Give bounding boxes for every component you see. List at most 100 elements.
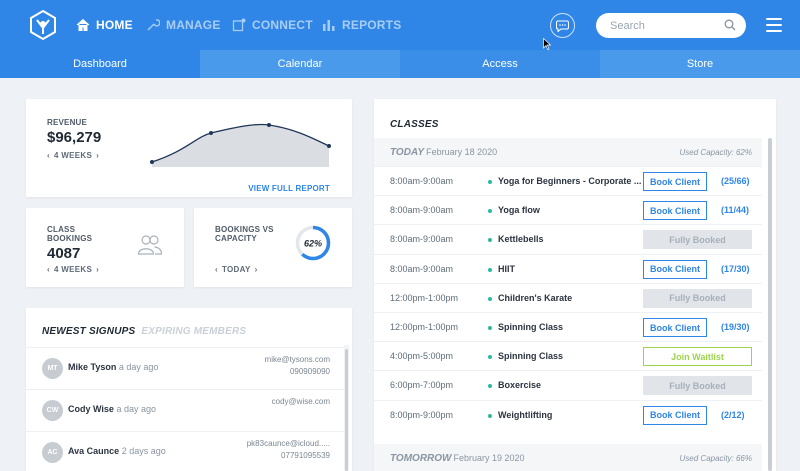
join-waitlist-button[interactable]: Join Waitlist [643,347,752,367]
mouse-cursor-icon [543,38,551,50]
class-time: 8:00am-9:00am [390,176,454,186]
nav-connect-label: CONNECT [252,18,313,32]
nav-connect[interactable]: CONNECT [232,0,313,50]
chevron-right-icon[interactable]: › [254,265,258,274]
signup-contact: cody@wise.com [271,397,330,406]
capacity-period-selector[interactable]: ‹ TODAY › [215,265,258,274]
section-tabs: Dashboard Calendar Access Store [0,50,800,78]
class-bookings-value: 4087 [47,245,81,262]
avatar: CW [42,400,63,421]
chat-button[interactable] [550,13,575,38]
status-dot-icon [488,384,492,389]
capacity-label-2: CAPACITY [215,234,257,243]
view-full-report-link[interactable]: VIEW FULL REPORT [248,184,330,193]
fully-booked-button: Fully Booked [643,230,752,250]
capacity-period: TODAY [221,265,251,274]
class-name: HIIT [498,263,515,274]
tab-store[interactable]: Store [600,50,800,78]
avatar: AC [42,442,63,463]
users-icon [137,235,163,255]
nav-manage[interactable]: MANAGE [146,0,221,50]
nav-home-label: HOME [96,18,133,32]
tab-access[interactable]: Access [400,50,600,78]
chevron-right-icon[interactable]: › [96,151,100,160]
tomorrow-header: TOMORROW February 19 2020 Used Capacity: … [374,444,762,471]
capacity-donut: 62% [295,225,331,261]
signup-row[interactable]: AC Ava Caunce 2 days ago pk83caunce@iclo… [26,431,344,467]
classes-title: CLASSES [390,119,439,130]
class-row: 8:00am-9:00am Yoga for Beginners - Corpor… [374,166,762,195]
book-client-button[interactable]: Book Client [643,172,707,191]
today-capacity: Used Capacity: 62% [679,148,752,157]
signup-name: Ava Caunce 2 days ago [68,446,166,456]
revenue-period-selector[interactable]: ‹ 4 WEEKS › [47,151,99,160]
book-client-button[interactable]: Book Client [643,318,707,337]
search-input[interactable] [596,13,746,38]
class-name: Spinning Class [498,351,564,362]
logo-icon[interactable] [28,9,58,41]
tab-newest-signups[interactable]: NEWEST SIGNUPS [42,326,136,337]
signups-card: NEWEST SIGNUPS EXPIRING MEMBERS MT Mike … [26,308,352,471]
class-row: 8:00am-9:00am HIIT Book Client (17/30) [374,253,762,283]
class-time: 8:00am-9:00am [390,205,454,216]
chevron-left-icon[interactable]: ‹ [47,265,50,274]
nav-home[interactable]: HOME [76,0,133,50]
nav-reports[interactable]: REPORTS [322,0,401,50]
class-time: 12:00pm-1:00pm [390,292,459,303]
book-client-button[interactable]: Book Client [643,259,707,279]
chat-bubble-icon [556,19,569,32]
class-action: Book Client [643,405,752,425]
class-action: Book Client [643,201,752,221]
hamburger-menu-icon[interactable] [766,18,782,32]
signup-row[interactable]: CW Cody Wise a day ago cody@wise.com [26,389,344,425]
tab-expiring-members[interactable]: EXPIRING MEMBERS [141,326,247,337]
status-dot-icon [488,355,492,360]
nav-reports-label: REPORTS [342,18,402,32]
class-time: 8:00am-9:00am [390,234,454,245]
class-time: 4:00pm-5:00pm [390,351,454,362]
status-dot-icon [488,238,492,243]
class-row: 8:00am-9:00am Kettlebells Fully Booked [374,224,762,253]
class-name: Weightlifting [498,409,553,420]
revenue-sparkline [150,123,331,167]
fully-booked-button: Fully Booked [643,376,752,396]
class-action: Fully Booked [643,376,752,396]
class-row: 6:00pm-7:00pm Boxercise Fully Booked [374,370,762,399]
book-client-button[interactable]: Book Client [643,405,707,425]
signups-scrollbar-thumb[interactable] [345,349,348,471]
capacity-label-1: BOOKINGS VS [215,225,274,234]
class-booking-count: (25/66) [721,176,750,186]
revenue-period: 4 WEEKS [53,151,93,160]
signup-row[interactable]: MT Mike Tyson a day ago mike@tysons.com 0… [26,347,344,383]
nav-manage-label: MANAGE [166,18,221,32]
class-time: 6:00pm-7:00pm [390,380,454,391]
tab-dashboard[interactable]: Dashboard [0,50,200,78]
tab-calendar[interactable]: Calendar [200,50,400,78]
bar-chart-icon [323,20,335,31]
signup-tabs: NEWEST SIGNUPS EXPIRING MEMBERS [42,326,246,337]
class-bookings-period-selector[interactable]: ‹ 4 WEEKS › [47,265,99,274]
class-action: Book Client [643,318,752,337]
today-label: TODAY February 18 2020 [390,147,498,158]
today-header: TODAY February 18 2020 Used Capacity: 62% [374,138,762,166]
status-dot-icon [488,209,492,214]
class-booking-count: (11/44) [721,205,750,216]
avatar: MT [42,358,63,379]
wrench-icon [147,19,160,31]
home-icon [76,18,90,31]
signup-contact: pk83caunce@icloud..... 07791095539 [246,439,330,460]
class-row: 8:00am-9:00am Yoga flow Book Client (11/44) [374,195,762,224]
status-dot-icon [488,296,492,301]
chevron-left-icon[interactable]: ‹ [215,265,218,274]
revenue-value: $96,279 [47,129,102,146]
book-client-button[interactable]: Book Client [643,201,707,221]
classes-scrollbar-thumb[interactable] [768,138,772,471]
fully-booked-button: Fully Booked [643,288,752,308]
status-dot-icon [488,413,492,418]
chevron-right-icon[interactable]: › [96,265,100,274]
search-icon[interactable] [724,19,736,31]
class-time: 8:00pm-9:00pm [390,409,454,420]
class-bookings-card: CLASS BOOKINGS 4087 ‹ 4 WEEKS › [26,208,184,287]
chevron-left-icon[interactable]: ‹ [47,151,50,160]
class-booking-count: (19/30) [721,322,750,332]
